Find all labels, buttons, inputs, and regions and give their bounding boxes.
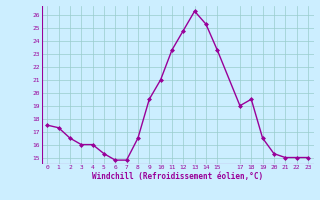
X-axis label: Windchill (Refroidissement éolien,°C): Windchill (Refroidissement éolien,°C)	[92, 172, 263, 181]
